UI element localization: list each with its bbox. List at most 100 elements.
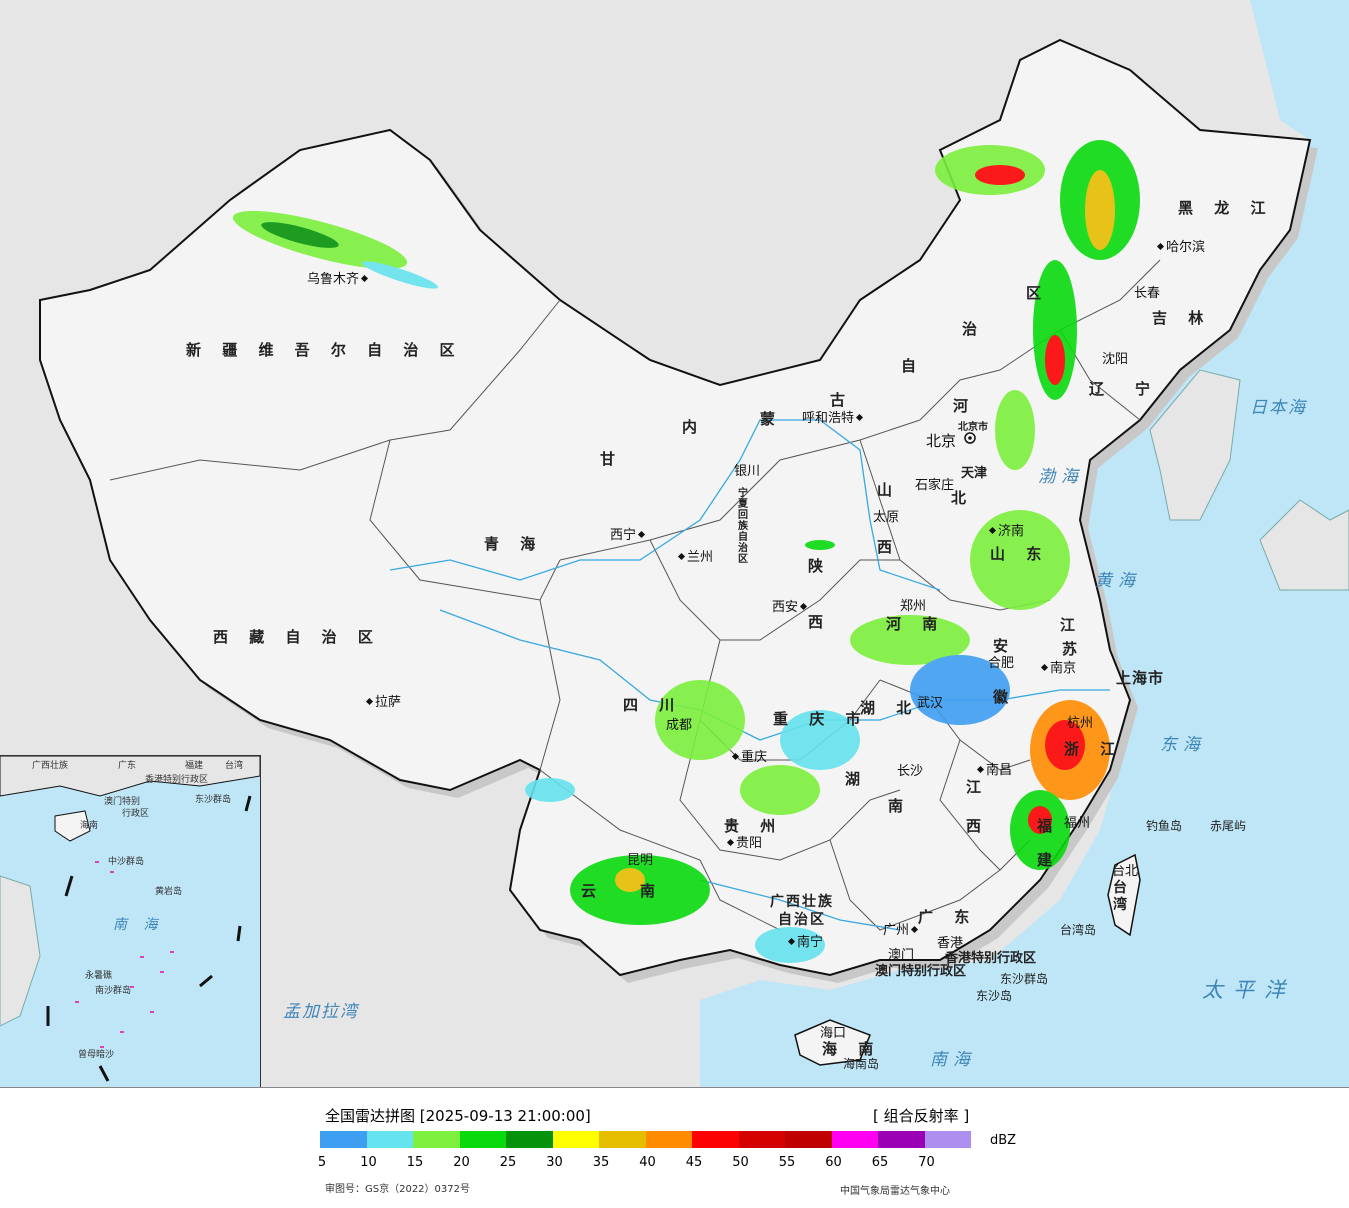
color-swatch-3	[459, 1131, 506, 1148]
province-shaanxi-1: 陕	[808, 557, 832, 575]
color-swatch-6	[599, 1131, 646, 1148]
city-wuhan[interactable]: 武汉	[917, 696, 944, 711]
inset-label: 海南	[80, 821, 99, 831]
province-liaoning-1: 辽	[1089, 380, 1113, 398]
city-harbin[interactable]: 哈尔滨	[1155, 236, 1205, 255]
city-guiyang[interactable]: 贵阳	[725, 832, 762, 851]
city-guangzhou[interactable]: 广州	[883, 919, 920, 938]
city-fuzhou[interactable]: 福州	[1064, 816, 1091, 831]
province-shanxi-1: 山	[877, 481, 901, 499]
city-dot-icon	[910, 925, 919, 934]
city-xining[interactable]: 西宁	[610, 524, 647, 543]
province-guangxi: 广西壮族 自治区	[770, 894, 834, 928]
province-ningxia: 宁夏回族自治区	[738, 488, 748, 565]
city-changchun[interactable]: 长春	[1134, 286, 1161, 301]
city-jinan[interactable]: 济南	[987, 520, 1024, 539]
scale-tick-label: 35	[592, 1155, 610, 1170]
city-dot-icon	[799, 602, 808, 611]
city-zhengzhou[interactable]: 郑州	[900, 599, 927, 614]
province-tianjin: 天津	[961, 466, 988, 481]
city-hohhot[interactable]: 呼和浩特	[802, 407, 865, 426]
province-qinghai: 青 海	[484, 535, 544, 553]
city-hangzhou[interactable]: 杭州	[1067, 716, 1094, 731]
city-nanning[interactable]: 南宁	[786, 931, 823, 950]
city-chengdu[interactable]: 成都	[666, 718, 693, 733]
island-diaoyu: 钓鱼岛	[1146, 819, 1183, 833]
city-yinchuan[interactable]: 银川	[734, 464, 761, 479]
scale-tick-label: 70	[918, 1155, 935, 1170]
sea-taipingyang: 太平洋	[1202, 978, 1295, 1002]
radar-map[interactable]: 新 疆 维 吾 尔 自 治 区 西 藏 自 治 区 青 海 甘 内 蒙 古 自 …	[0, 0, 1349, 1088]
city-dot-icon	[365, 697, 374, 706]
inset-label: 中沙群岛	[108, 857, 145, 867]
island-chiwei: 赤尾屿	[1210, 819, 1247, 833]
city-chongqing[interactable]: 重庆	[730, 746, 767, 765]
city-urumqi[interactable]: 乌鲁木齐	[307, 268, 370, 287]
province-liaoning-2: 宁	[1135, 380, 1159, 398]
color-swatch-1	[366, 1131, 413, 1148]
city-taipei[interactable]: 台北	[1112, 864, 1139, 879]
scale-tick-label: 5	[317, 1155, 327, 1170]
city-dot-icon	[1156, 242, 1165, 251]
sea-bohai: 渤海	[1038, 467, 1084, 487]
city-haikou[interactable]: 海口	[820, 1026, 847, 1041]
taiwan-island	[1107, 853, 1141, 937]
province-macau: 澳门特别行政区	[875, 964, 967, 979]
inset-label: 福建	[185, 761, 204, 771]
island-dongsha-qd: 东沙群岛	[1000, 972, 1049, 986]
city-taiyuan[interactable]: 太原	[873, 510, 900, 525]
province-yunnan-1: 云	[581, 882, 605, 900]
city-dot-icon	[855, 413, 864, 422]
province-guangdong: 广 东	[918, 908, 978, 926]
city-hefei[interactable]: 合肥	[988, 656, 1015, 671]
scale-tick-label: 65	[871, 1155, 889, 1170]
scale-tick-label: 50	[732, 1155, 749, 1170]
sea-mengjiala: 孟加拉湾	[283, 1002, 359, 1022]
city-shenyang[interactable]: 沈阳	[1102, 352, 1129, 367]
color-swatch-13	[924, 1131, 971, 1148]
inset-label: 南沙群岛	[95, 986, 132, 996]
legend-unit: dBZ	[990, 1133, 1017, 1148]
province-shanxi-2: 西	[877, 538, 901, 556]
city-lanzhou[interactable]: 兰州	[676, 546, 713, 565]
province-jiangxi-1: 江	[966, 778, 990, 796]
city-nanchang[interactable]: 南昌	[975, 759, 1012, 778]
color-swatch-7	[645, 1131, 692, 1148]
city-hongkong[interactable]: 香港	[937, 936, 964, 951]
hainan-island	[794, 1019, 871, 1066]
legend-product: [ 组合反射率 ]	[873, 1107, 970, 1125]
city-shijiazhuang[interactable]: 石家庄	[915, 478, 955, 493]
city-changsha[interactable]: 长沙	[897, 764, 924, 779]
sea-huanghai: 黄海	[1095, 571, 1141, 591]
legend-panel: 全国雷达拼图 [2025-09-13 21:00:00] [ 组合反射率 ] 5…	[0, 1088, 1349, 1208]
city-kunming[interactable]: 昆明	[627, 853, 654, 868]
city-dot-icon	[1040, 663, 1049, 672]
legend-title: 全国雷达拼图 [2025-09-13 21:00:00]	[325, 1107, 591, 1125]
scale-tick-label: 45	[685, 1155, 703, 1170]
province-shanghai: 上海市	[1116, 669, 1165, 687]
province-anhui-1: 安	[993, 637, 1017, 655]
city-beijing[interactable]: 北京	[926, 432, 957, 450]
color-swatch-2	[413, 1131, 460, 1148]
city-dot-icon	[787, 937, 796, 946]
city-nanjing[interactable]: 南京	[1039, 657, 1076, 676]
city-macau[interactable]: 澳门	[888, 948, 915, 963]
city-dot-icon	[677, 552, 686, 561]
inset-label: 台湾	[225, 761, 244, 771]
province-yunnan-2: 南	[640, 882, 664, 900]
color-swatch-8	[692, 1131, 739, 1148]
island-taiwandao: 台湾岛	[1060, 923, 1097, 937]
province-neimenggu-6: 区	[1026, 284, 1050, 302]
province-neimenggu-3: 古	[830, 391, 854, 409]
inset-label: 黄岩岛	[155, 887, 183, 897]
south-china-sea-inset[interactable]: 广西壮族 广东 福建 台湾 海南 澳门特别 香港特别行政区 行政区 东沙群岛 中…	[0, 755, 261, 1087]
city-xian[interactable]: 西安	[772, 596, 809, 615]
city-lhasa[interactable]: 拉萨	[364, 691, 401, 710]
province-jiangsu-1: 江	[1060, 616, 1084, 634]
province-chongqing: 重 庆 市	[773, 710, 869, 728]
island-dongsha-d: 东沙岛	[976, 989, 1013, 1003]
sea-riben: 日本海	[1250, 398, 1307, 418]
color-swatch-4	[506, 1131, 553, 1148]
island-hainandao: 海南岛	[843, 1057, 880, 1071]
data-source: 中国气象局雷达气象中心	[840, 1186, 950, 1197]
